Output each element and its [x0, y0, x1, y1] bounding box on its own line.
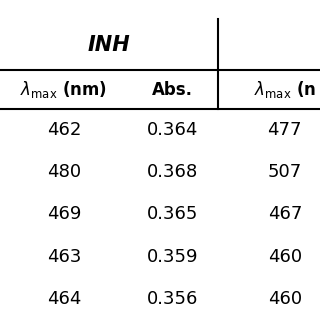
Text: Abs.: Abs.: [152, 81, 193, 99]
Text: 464: 464: [47, 290, 81, 308]
Text: 469: 469: [47, 205, 81, 223]
Text: 460: 460: [268, 248, 302, 266]
Text: 462: 462: [47, 121, 81, 139]
Text: 467: 467: [268, 205, 302, 223]
Text: 0.359: 0.359: [147, 248, 198, 266]
Text: 480: 480: [47, 163, 81, 181]
Text: $\lambda_{\mathrm{max}}$ (n: $\lambda_{\mathrm{max}}$ (n: [254, 79, 316, 100]
Text: $\lambda_{\mathrm{max}}$ (nm): $\lambda_{\mathrm{max}}$ (nm): [20, 79, 108, 100]
Text: 460: 460: [268, 290, 302, 308]
Text: 507: 507: [268, 163, 302, 181]
Text: 463: 463: [47, 248, 81, 266]
Text: 0.368: 0.368: [147, 163, 198, 181]
Text: 0.364: 0.364: [147, 121, 198, 139]
Text: 477: 477: [268, 121, 302, 139]
Text: 0.365: 0.365: [147, 205, 198, 223]
Text: INH: INH: [87, 35, 130, 55]
Text: 0.356: 0.356: [147, 290, 198, 308]
